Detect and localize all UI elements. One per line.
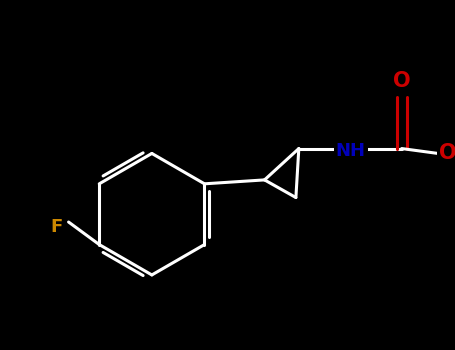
Text: F: F bbox=[51, 218, 63, 236]
Text: NH: NH bbox=[336, 141, 366, 160]
Text: O: O bbox=[439, 144, 455, 163]
Text: O: O bbox=[393, 71, 410, 91]
